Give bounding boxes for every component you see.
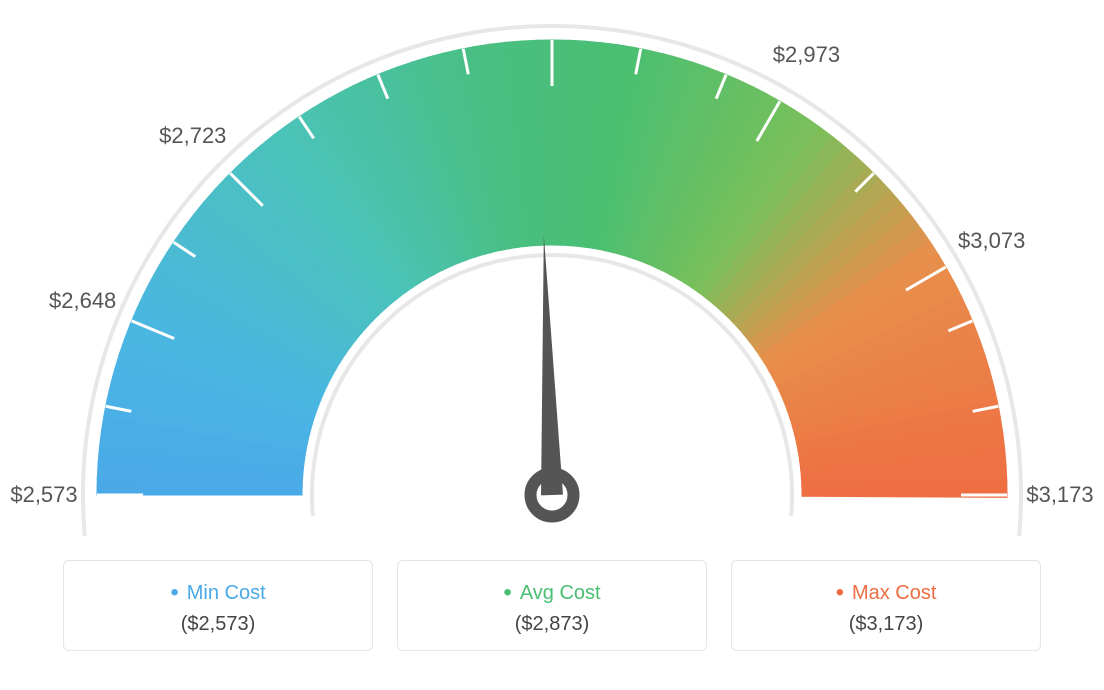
- gauge-tick-label: $3,173: [1026, 482, 1093, 508]
- gauge-svg: [0, 0, 1104, 560]
- legend-value: ($2,873): [410, 613, 694, 636]
- legend-card: Avg Cost ($2,873): [397, 560, 707, 651]
- legend-card: Min Cost ($2,573): [63, 560, 373, 651]
- legend-value: ($2,573): [76, 613, 360, 636]
- gauge-area: $2,573$2,648$2,723$2,873$2,973$3,073$3,1…: [0, 0, 1104, 560]
- gauge-tick-label: $3,073: [958, 228, 1025, 254]
- cost-gauge-chart: $2,573$2,648$2,723$2,873$2,973$3,073$3,1…: [0, 0, 1104, 690]
- legend-card: Max Cost ($3,173): [731, 560, 1041, 651]
- legend-title: Min Cost: [76, 579, 360, 607]
- legend-row: Min Cost ($2,573) Avg Cost ($2,873) Max Cost…: [0, 560, 1104, 651]
- legend-value: ($3,173): [744, 613, 1028, 636]
- gauge-tick-label: $2,573: [10, 482, 77, 508]
- legend-title: Max Cost: [744, 579, 1028, 607]
- gauge-tick-label: $2,723: [159, 123, 226, 149]
- legend-title: Avg Cost: [410, 579, 694, 607]
- gauge-tick-label: $2,648: [49, 288, 116, 314]
- gauge-tick-label: $2,973: [773, 42, 840, 68]
